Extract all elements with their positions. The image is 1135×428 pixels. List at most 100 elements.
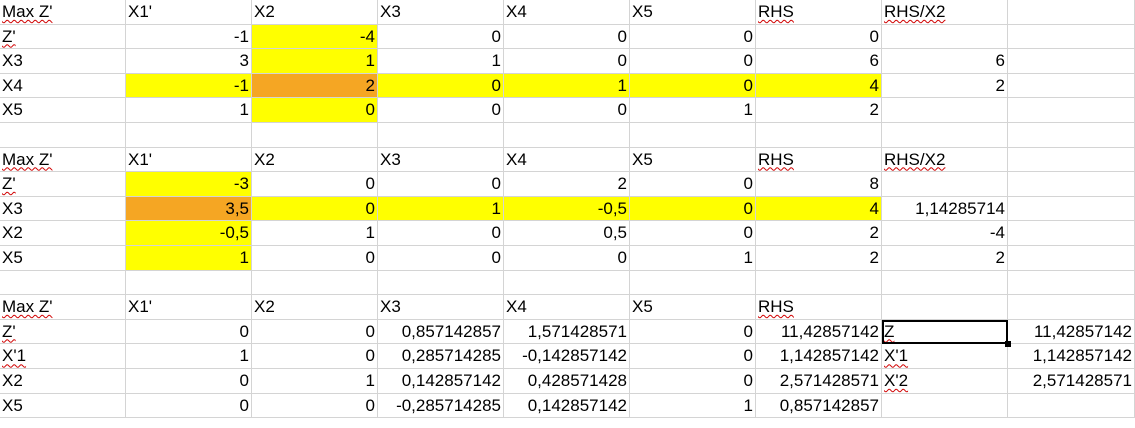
cell[interactable]: 1 <box>252 221 378 246</box>
cell[interactable] <box>1008 98 1135 123</box>
cell[interactable]: 1,142857142 <box>756 344 882 369</box>
cell[interactable]: 1 <box>630 98 756 123</box>
cell[interactable] <box>1008 393 1135 419</box>
cell[interactable]: Z' <box>0 24 126 50</box>
cell[interactable]: RHS <box>756 0 882 25</box>
cell[interactable]: 0 <box>378 221 504 246</box>
cell[interactable]: Z' <box>0 172 126 197</box>
cell[interactable]: 0 <box>630 319 756 345</box>
cell[interactable]: 0,428571428 <box>504 368 630 394</box>
cell[interactable] <box>882 24 1008 50</box>
cell[interactable] <box>1008 295 1135 320</box>
cell[interactable] <box>882 172 1008 197</box>
cell[interactable]: X5 <box>0 393 126 419</box>
cell[interactable]: 1,571428571 <box>504 319 630 345</box>
cell[interactable]: 1 <box>126 344 252 369</box>
cell[interactable]: 4 <box>756 73 882 99</box>
cell[interactable]: 0,142857142 <box>504 393 630 419</box>
cell[interactable]: 2 <box>756 221 882 246</box>
cell[interactable] <box>882 122 1008 148</box>
cell[interactable] <box>1008 196 1135 222</box>
cell[interactable]: 0 <box>630 344 756 369</box>
cell[interactable]: 0 <box>630 196 756 222</box>
cell[interactable]: 1 <box>126 245 252 271</box>
cell[interactable]: X4 <box>504 147 630 173</box>
cell[interactable] <box>882 295 1008 320</box>
cell[interactable] <box>252 122 378 148</box>
cell[interactable] <box>1008 73 1135 99</box>
cell[interactable] <box>126 122 252 148</box>
cell[interactable]: 2 <box>504 172 630 197</box>
cell[interactable]: X3 <box>378 295 504 320</box>
cell[interactable] <box>882 98 1008 123</box>
cell[interactable]: Max Z' <box>0 147 126 173</box>
fill-handle[interactable] <box>1005 341 1011 348</box>
cell[interactable]: 3,5 <box>126 196 252 222</box>
cell[interactable]: 2 <box>882 245 1008 271</box>
cell[interactable]: 2,571428571 <box>756 368 882 394</box>
cell[interactable]: 0 <box>126 393 252 419</box>
cell[interactable]: X5 <box>0 98 126 123</box>
cell[interactable] <box>1008 49 1135 74</box>
cell[interactable]: 0 <box>630 49 756 74</box>
cell[interactable]: 1,14285714 <box>882 196 1008 222</box>
cell[interactable]: 0,857142857 <box>378 319 504 345</box>
cell[interactable]: 0 <box>126 368 252 394</box>
cell[interactable]: X2 <box>252 147 378 173</box>
cell[interactable] <box>630 270 756 296</box>
cell[interactable]: 6 <box>756 49 882 74</box>
cell[interactable]: 0 <box>504 24 630 50</box>
cell[interactable] <box>630 122 756 148</box>
cell[interactable] <box>0 122 126 148</box>
cell[interactable]: 0 <box>378 98 504 123</box>
cell[interactable]: RHS <box>756 147 882 173</box>
cell[interactable]: 0 <box>378 172 504 197</box>
cell[interactable]: X'1 <box>882 344 1008 369</box>
cell[interactable] <box>1008 122 1135 148</box>
cell[interactable]: 0,857142857 <box>756 393 882 419</box>
cell[interactable]: 1 <box>378 49 504 74</box>
cell[interactable]: 0 <box>630 73 756 99</box>
cell[interactable]: 0 <box>252 344 378 369</box>
cell[interactable]: 1 <box>252 49 378 74</box>
selected-cell[interactable]: Z <box>882 319 1011 348</box>
cell[interactable]: -0,5 <box>126 221 252 246</box>
cell[interactable]: X5 <box>0 245 126 271</box>
cell[interactable]: Max Z' <box>0 0 126 25</box>
cell[interactable]: X3 <box>378 147 504 173</box>
cell[interactable]: 0 <box>630 24 756 50</box>
cell[interactable] <box>1008 147 1135 173</box>
cell[interactable]: 3 <box>126 49 252 74</box>
cell[interactable]: X4 <box>504 295 630 320</box>
cell[interactable]: 0 <box>504 245 630 271</box>
cell[interactable] <box>504 122 630 148</box>
cell[interactable] <box>1008 172 1135 197</box>
cell[interactable]: 4 <box>756 196 882 222</box>
cell[interactable]: 2 <box>252 73 378 99</box>
cell[interactable]: X1' <box>126 295 252 320</box>
cell[interactable]: X2 <box>252 0 378 25</box>
cell[interactable]: 2,571428571 <box>1008 368 1135 394</box>
cell[interactable]: X2 <box>252 295 378 320</box>
cell[interactable]: X5 <box>630 0 756 25</box>
cell[interactable]: 0 <box>378 24 504 50</box>
cell[interactable]: 0,5 <box>504 221 630 246</box>
cell[interactable] <box>882 270 1008 296</box>
cell[interactable]: -0,5 <box>504 196 630 222</box>
cell[interactable]: 8 <box>756 172 882 197</box>
cell[interactable]: -0,285714285 <box>378 393 504 419</box>
cell[interactable] <box>378 270 504 296</box>
cell[interactable] <box>756 122 882 148</box>
cell[interactable]: 0 <box>378 245 504 271</box>
cell[interactable]: 11,42857142 <box>1008 319 1135 345</box>
cell[interactable]: RHS/X2 <box>882 0 1008 25</box>
cell[interactable] <box>378 122 504 148</box>
cell[interactable]: 0 <box>504 98 630 123</box>
cell[interactable]: X'1 <box>0 344 126 369</box>
cell[interactable]: 1 <box>126 98 252 123</box>
cell[interactable]: X4 <box>0 73 126 99</box>
cell[interactable] <box>1008 0 1135 25</box>
cell[interactable] <box>1008 270 1135 296</box>
cell[interactable]: X2 <box>0 368 126 394</box>
cell[interactable]: 6 <box>882 49 1008 74</box>
